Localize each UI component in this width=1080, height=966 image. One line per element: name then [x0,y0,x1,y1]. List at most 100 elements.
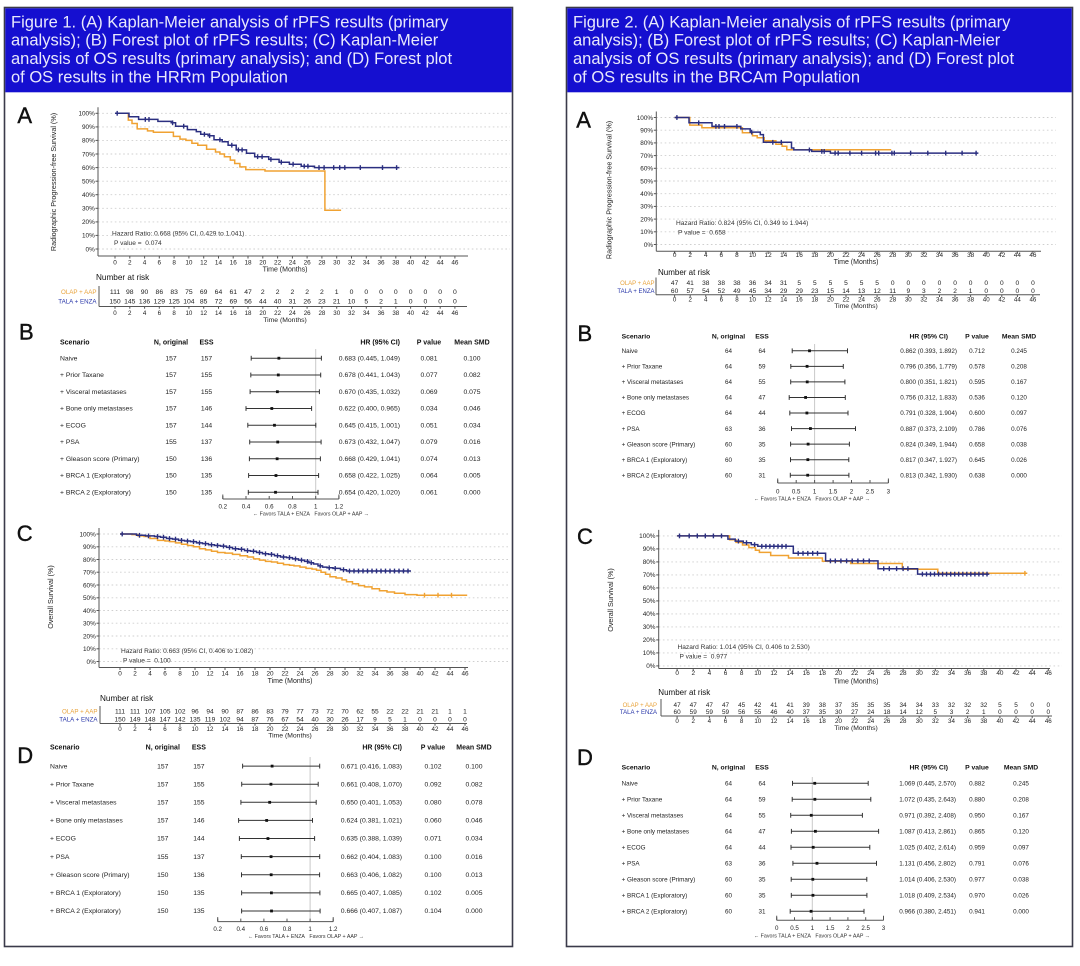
svg-text:0.635 (0.388, 1.039): 0.635 (0.388, 1.039) [341,836,402,843]
svg-text:40%: 40% [640,191,653,198]
svg-text:0.624 (0.381, 1.021): 0.624 (0.381, 1.021) [341,818,402,825]
svg-text:0.5: 0.5 [792,489,801,496]
svg-text:P value: P value [965,765,989,772]
svg-text:Overall Survival (%): Overall Survival (%) [606,568,615,632]
svg-text:Naive: Naive [622,348,639,355]
svg-text:P value = 0.977: P value = 0.977 [680,653,728,660]
svg-text:0.950: 0.950 [969,813,985,820]
svg-text:4: 4 [148,671,152,678]
svg-text:36: 36 [377,260,385,267]
svg-text:1.072 (0.435, 2.643): 1.072 (0.435, 2.643) [899,797,956,804]
svg-text:26: 26 [874,297,881,304]
svg-text:0: 0 [453,289,457,296]
svg-text:6: 6 [724,718,728,725]
svg-text:90%: 90% [643,546,656,553]
svg-text:60: 60 [725,472,733,479]
svg-text:0.887 (0.373, 2.109): 0.887 (0.373, 2.109) [900,426,957,433]
svg-text:+ Prior Taxane: + Prior Taxane [622,797,663,804]
svg-text:0.662 (0.404, 1.083): 0.662 (0.404, 1.083) [341,854,402,861]
svg-text:0.208: 0.208 [1013,797,1029,804]
svg-text:0: 0 [922,280,926,287]
svg-text:47: 47 [244,289,252,296]
svg-text:80%: 80% [643,559,656,566]
svg-text:20: 20 [267,726,274,733]
svg-text:0.882: 0.882 [969,781,985,788]
svg-text:125: 125 [168,299,180,306]
svg-text:38: 38 [718,280,726,287]
svg-text:0.061: 0.061 [420,489,437,496]
svg-text:5: 5 [388,717,392,724]
svg-text:0: 0 [350,289,354,296]
svg-text:Mean SMD: Mean SMD [1004,765,1038,772]
svg-text:0: 0 [675,718,679,725]
svg-text:155: 155 [193,781,205,788]
svg-text:analysis); (B) Forest plot of: analysis); (B) Forest plot of rPFS resul… [11,32,439,50]
svg-text:2: 2 [691,670,695,677]
svg-text:150: 150 [157,872,169,879]
svg-text:47: 47 [758,395,766,402]
svg-text:150: 150 [157,908,169,915]
svg-text:34: 34 [916,702,924,709]
svg-text:30%: 30% [640,204,653,211]
svg-text:2.5: 2.5 [861,925,870,932]
svg-text:9: 9 [906,288,910,295]
svg-text:44: 44 [758,845,766,852]
svg-text:2: 2 [966,709,970,716]
svg-text:Time (Months): Time (Months) [268,678,313,685]
svg-text:Mean SMD: Mean SMD [1002,334,1036,341]
svg-text:72: 72 [215,299,223,306]
svg-text:0.786: 0.786 [969,426,985,433]
svg-text:0.013: 0.013 [465,872,482,879]
svg-text:Scenario: Scenario [622,334,651,341]
svg-text:1: 1 [969,288,973,295]
svg-text:60: 60 [671,288,679,295]
svg-text:59: 59 [758,364,766,371]
svg-text:32: 32 [932,670,940,677]
svg-text:D: D [577,745,593,770]
svg-text:Number at risk: Number at risk [658,688,711,697]
svg-text:6: 6 [163,671,167,678]
svg-text:30%: 30% [643,624,656,631]
svg-text:150: 150 [109,299,121,306]
svg-text:4: 4 [143,260,147,267]
svg-text:+ BRCA 2 (Exploratory): + BRCA 2 (Exploratory) [50,908,121,915]
svg-text:0.120: 0.120 [1013,829,1029,836]
svg-text:157: 157 [165,372,177,379]
svg-text:5: 5 [829,280,833,287]
svg-text:5: 5 [844,280,848,287]
svg-text:10%: 10% [643,650,656,657]
svg-text:0.076: 0.076 [1011,426,1027,433]
svg-text:55: 55 [371,709,379,716]
svg-text:10: 10 [185,260,193,267]
svg-text:63: 63 [725,426,733,433]
svg-text:40: 40 [274,299,282,306]
svg-text:0.000: 0.000 [1013,909,1029,916]
svg-text:34: 34 [372,726,379,733]
svg-text:5: 5 [797,280,801,287]
svg-text:0: 0 [891,280,895,287]
svg-text:60: 60 [725,457,733,464]
svg-text:Figure 2. (A) Kaplan-Meier ana: Figure 2. (A) Kaplan-Meier analysis of r… [573,13,1011,31]
svg-text:22: 22 [386,709,394,716]
svg-text:42: 42 [432,726,439,733]
svg-text:N, original: N, original [712,334,745,341]
svg-text:14: 14 [842,288,850,295]
svg-text:90%: 90% [640,128,653,135]
svg-text:157: 157 [157,781,169,788]
svg-text:+ Visceral metastases: + Visceral metastases [622,813,684,820]
svg-text:0.000: 0.000 [463,489,480,496]
svg-text:46: 46 [1029,252,1037,259]
svg-text:Scenario: Scenario [622,765,651,772]
svg-text:44: 44 [437,310,444,317]
svg-text:26: 26 [883,718,890,725]
svg-text:30: 30 [916,670,924,677]
svg-text:14: 14 [215,310,222,317]
svg-text:16: 16 [230,260,238,267]
svg-text:0.4: 0.4 [242,504,251,511]
svg-text:+ Visceral metastases: + Visceral metastases [60,389,127,396]
svg-text:0.791: 0.791 [969,861,985,868]
svg-text:OLAP + AAP: OLAP + AAP [62,709,98,716]
svg-text:50%: 50% [82,178,95,185]
svg-text:60: 60 [674,709,682,716]
svg-text:55: 55 [758,379,766,386]
